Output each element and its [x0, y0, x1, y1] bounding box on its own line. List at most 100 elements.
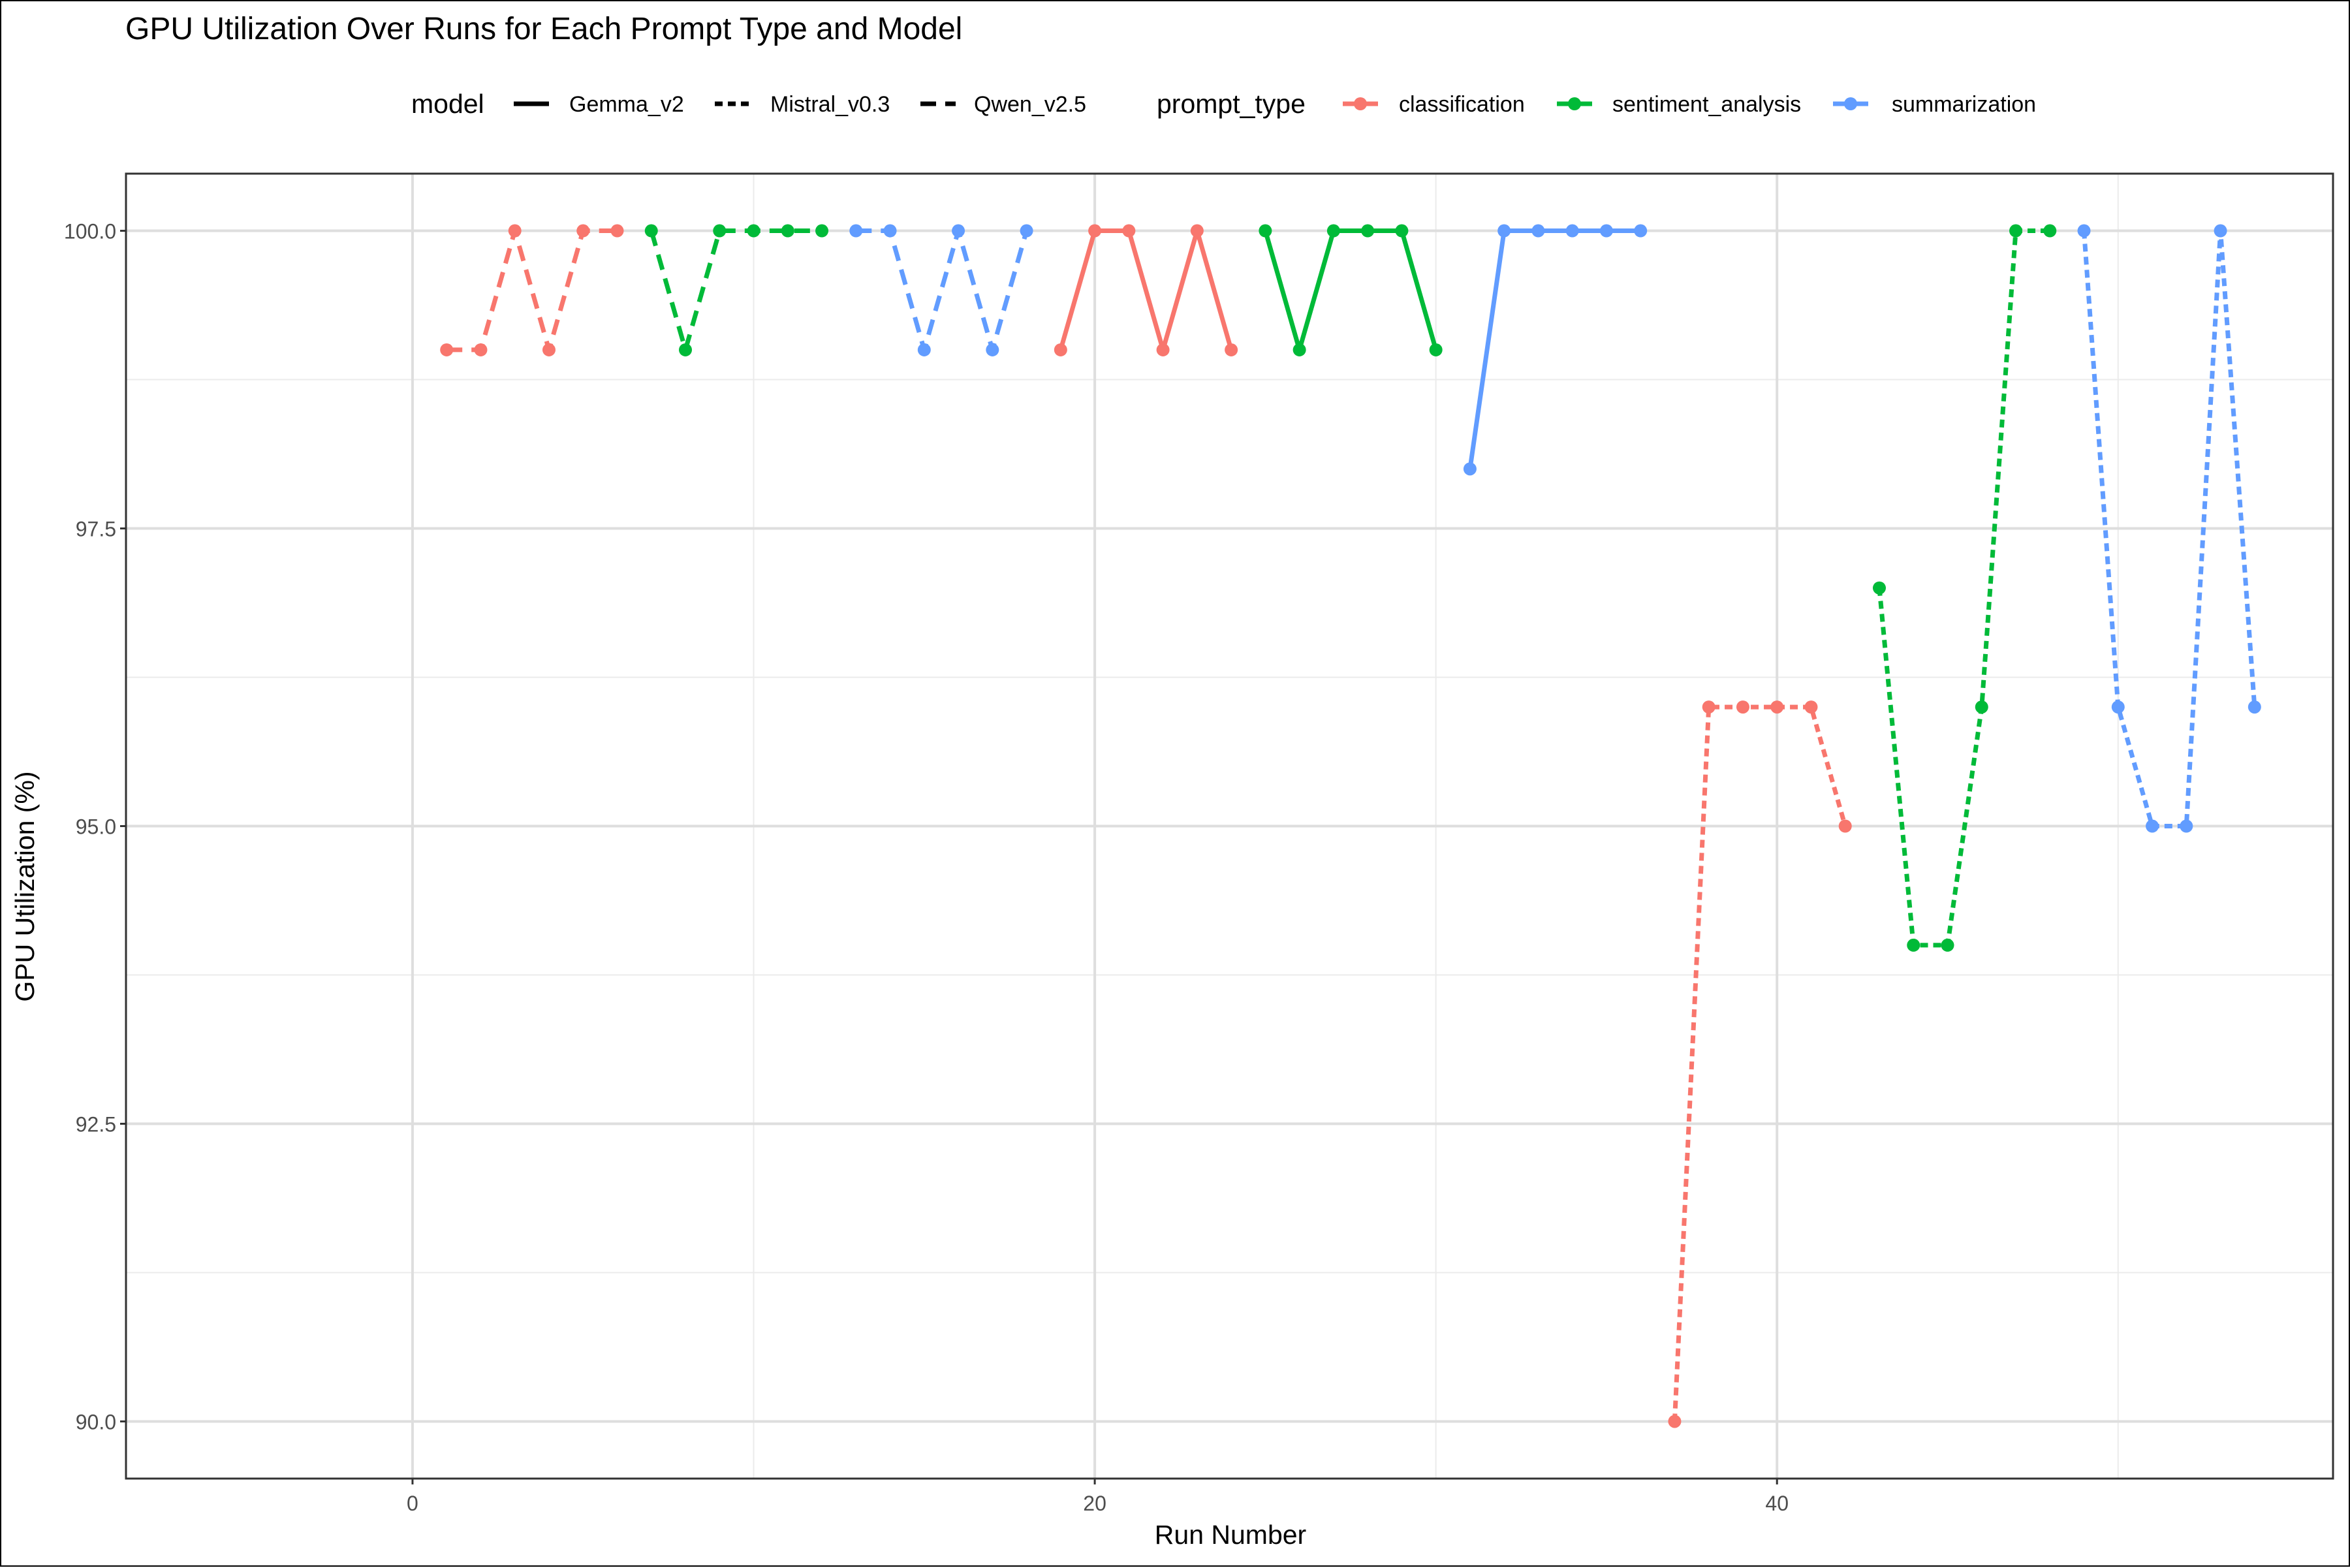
y-tick-label: 92.5	[76, 1112, 116, 1136]
data-point	[610, 224, 624, 238]
legend-label-classification: classification	[1399, 92, 1525, 117]
series-gemma-v2-summarization	[1463, 224, 1648, 476]
data-point	[1395, 224, 1409, 238]
data-point	[576, 224, 590, 238]
data-point	[1429, 343, 1443, 356]
series-mistral-v0-3-summarization	[2077, 224, 2261, 833]
data-point	[2146, 819, 2159, 833]
data-point	[1088, 224, 1102, 238]
legend-point-sentiment-analysis	[1568, 97, 1581, 110]
data-point	[1736, 700, 1749, 714]
data-point	[917, 343, 931, 356]
data-point	[1190, 224, 1204, 238]
data-point	[474, 343, 488, 356]
data-point	[849, 224, 863, 238]
legend-model-title: model	[411, 89, 484, 119]
data-point	[2111, 700, 2125, 714]
data-point	[1668, 1415, 1682, 1428]
data-point	[1907, 938, 1920, 952]
data-point	[1225, 343, 1238, 356]
data-point	[1122, 224, 1136, 238]
series-line	[649, 228, 822, 353]
data-point	[1770, 700, 1784, 714]
legend-label-sentiment-analysis: sentiment_analysis	[1612, 92, 1801, 117]
x-tick-label: 20	[1083, 1492, 1106, 1515]
data-point	[713, 224, 727, 238]
x-tick-label: 40	[1765, 1492, 1789, 1515]
data-point	[781, 224, 794, 238]
data-point	[1838, 819, 1852, 833]
series-line	[446, 228, 618, 353]
data-point	[2180, 819, 2193, 833]
chart-title: GPU Utilization Over Runs for Each Promp…	[125, 12, 962, 46]
axis-ticks: 90.0 92.5 95.0 97.5 100.0 0 20 40	[64, 220, 1789, 1515]
legend-label-mistral: Mistral_v0.3	[770, 92, 890, 117]
data-point	[1634, 224, 1648, 238]
legend-point-summarization	[1844, 97, 1857, 110]
series-gemma-v2-classification	[1054, 224, 1238, 356]
data-point	[1326, 224, 1340, 238]
data-point	[1941, 938, 1954, 952]
legend-item-mistral: Mistral_v0.3	[715, 92, 890, 117]
data-point	[542, 343, 556, 356]
data-point	[508, 224, 522, 238]
series-line	[2082, 228, 2257, 828]
grid	[126, 174, 2333, 1479]
y-axis-title: GPU Utilization (%)	[10, 771, 40, 1001]
series-line	[856, 228, 1029, 353]
data-point	[1259, 224, 1272, 238]
legend-point-classification	[1354, 97, 1367, 110]
x-tick-label: 0	[407, 1492, 418, 1515]
x-axis-title: Run Number	[1155, 1520, 1306, 1550]
data-point	[1156, 343, 1170, 356]
legend-item-classification: classification	[1343, 92, 1525, 117]
series-line	[1263, 228, 1439, 353]
legend-item-sentiment-analysis: sentiment_analysis	[1557, 92, 1801, 117]
data-point	[1804, 700, 1818, 714]
series-gemma-v2-sentiment-analysis	[1259, 224, 1443, 356]
data-point	[2248, 700, 2261, 714]
series-mistral-v0-3-sentiment-analysis	[1872, 224, 2057, 952]
y-tick-label: 90.0	[76, 1410, 116, 1434]
data-point	[952, 224, 965, 238]
data-point	[1599, 224, 1613, 238]
series-line	[1877, 228, 2050, 948]
series-line	[1672, 704, 1848, 1422]
series-qwen-v2-5-classification	[440, 224, 624, 356]
plot-panel-border	[125, 172, 2334, 1480]
legend-item-qwen: Qwen_v2.5	[920, 92, 1086, 117]
data-point	[2043, 224, 2057, 238]
data-point	[1872, 581, 1886, 595]
y-tick-label: 97.5	[76, 518, 116, 541]
legend-label-gemma: Gemma_v2	[569, 92, 684, 117]
data-point	[2214, 224, 2227, 238]
series-mistral-v0-3-classification	[1668, 700, 1852, 1428]
data-point	[2009, 224, 2023, 238]
data-point	[1975, 700, 1988, 714]
legend: model Gemma_v2 Mistral_v0.3 Qwen_v2.5 pr…	[411, 89, 2036, 119]
data-point	[815, 224, 829, 238]
data-point	[2077, 224, 2091, 238]
y-tick-label: 100.0	[64, 220, 116, 243]
data-point	[883, 224, 897, 238]
legend-item-gemma: Gemma_v2	[514, 92, 684, 117]
data-point	[1020, 224, 1033, 238]
data-point	[1054, 343, 1067, 356]
data-point	[644, 224, 658, 238]
legend-prompt-type-title: prompt_type	[1157, 89, 1306, 119]
data-point	[1361, 224, 1375, 238]
data-point	[1463, 462, 1477, 476]
y-tick-label: 95.0	[76, 815, 116, 839]
data-point	[1531, 224, 1545, 238]
data-point	[986, 343, 999, 356]
data-point	[747, 224, 760, 238]
data-series	[440, 224, 2261, 1428]
data-point	[440, 343, 454, 356]
series-qwen-v2-5-summarization	[849, 224, 1033, 356]
legend-label-summarization: summarization	[1892, 92, 2036, 117]
series-line	[1467, 228, 1641, 469]
data-point	[1702, 700, 1716, 714]
legend-item-summarization: summarization	[1833, 92, 2036, 117]
